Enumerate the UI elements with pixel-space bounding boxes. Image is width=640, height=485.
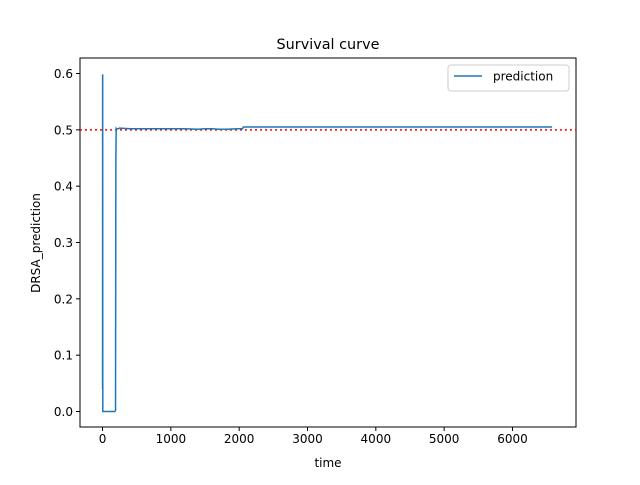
legend-box: [447, 64, 570, 92]
y-tick-label: 0.4: [54, 180, 73, 194]
chart-title: Survival curve: [277, 37, 380, 53]
x-tick-label: 3000: [292, 432, 323, 446]
x-tick-label: 6000: [497, 432, 528, 446]
legend: prediction: [447, 64, 570, 92]
x-tick-label: 1000: [156, 432, 187, 446]
y-tick-label: 0.0: [54, 405, 73, 419]
plot-area: [79, 57, 577, 428]
x-axis-ticks: 0 1000 2000 3000 4000 5000 6000: [99, 427, 528, 446]
plot-frame: [79, 57, 577, 428]
x-tick-label: 4000: [361, 432, 392, 446]
y-tick-label: 0.2: [54, 292, 73, 306]
x-tick-label: 0: [99, 432, 107, 446]
y-axis-label: DRSA_prediction: [29, 193, 43, 293]
x-tick-label: 5000: [429, 432, 460, 446]
y-tick-label: 0.5: [54, 123, 73, 137]
y-tick-label: 0.1: [54, 349, 73, 363]
series-line-prediction: [101, 74, 553, 413]
y-tick-label: 0.6: [54, 67, 73, 81]
y-axis-ticks: 0.0 0.1 0.2 0.3 0.4 0.5 0.6: [54, 67, 80, 419]
x-axis-label: time: [314, 456, 341, 470]
x-tick-label: 2000: [224, 432, 255, 446]
legend-label-prediction: prediction: [493, 70, 553, 84]
y-tick-label: 0.3: [54, 236, 73, 250]
